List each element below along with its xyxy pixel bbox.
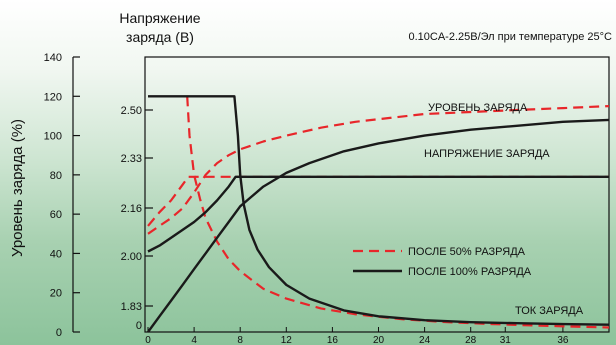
annotation-charge-voltage: НАПРЯЖЕНИЕ ЗАРЯДА (424, 148, 550, 160)
series-line-dashed-charge-current (186, 96, 610, 329)
chart-title: 0.10CA-2.25В/Эл при температуре 25°C (408, 31, 612, 43)
legend-label-solid: ПОСЛЕ 100% РАЗРЯДА (408, 266, 532, 278)
x-tick-label: 4 (191, 335, 197, 345)
series-line-solid-charge-level (147, 118, 610, 333)
left-tick-label: 140 (44, 52, 62, 64)
annotation-charge-level: УРОВЕНЬ ЗАРЯДА (428, 102, 528, 114)
x-tick-label: 16 (327, 335, 339, 345)
left-tick-label: 40 (50, 248, 62, 260)
legend: ПОСЛЕ 50% РАЗРЯДА ПОСЛЕ 100% РАЗРЯДА (353, 246, 532, 278)
x-tick-label: 12 (281, 335, 293, 345)
x-tick-label: 28 (465, 335, 477, 345)
right-tick-label: 2.00 (121, 251, 142, 263)
left-axis-title: Уровень заряда (%) (9, 119, 26, 257)
right-tick-label: 1.83 (121, 301, 142, 313)
series-line-solid-charge-voltage (147, 175, 609, 253)
right-axis-title-line-1: Напряжение (119, 10, 200, 26)
left-tick-label: 80 (50, 170, 62, 182)
left-tick-label: 0 (56, 327, 62, 339)
x-tick-label: 0 (145, 335, 151, 345)
x-tick-label: 31 (500, 335, 512, 345)
right-axis-title-line-2: заряда (В) (126, 29, 194, 45)
x-axis-ticks: 0 4 8 12 16 20 24 28 31 36 (145, 327, 569, 345)
plot-frame (144, 56, 610, 333)
series-line-dashed-charge-level (147, 105, 610, 235)
x-tick-label: 36 (557, 335, 569, 345)
left-tick-label: 120 (44, 91, 62, 103)
annotation-charge-current: ТОК ЗАРЯДА (515, 305, 584, 317)
right-tick-label: 2.50 (121, 105, 142, 117)
x-tick-label: 20 (373, 335, 385, 345)
legend-label-dashed: ПОСЛЕ 50% РАЗРЯДА (408, 246, 526, 258)
series-line-solid-charge-current (148, 95, 610, 326)
right-tick-label: 2.33 (121, 153, 142, 165)
right-axis-ticks: 0 1.83 2.00 2.16 2.33 2.50 (121, 105, 153, 332)
x-tick-label: 24 (419, 335, 431, 345)
right-tick-label: 0 (136, 320, 142, 332)
left-axis-ticks: 0 20 40 60 80 100 120 140 (44, 52, 80, 339)
left-tick-label: 60 (50, 209, 62, 221)
left-tick-label: 20 (50, 288, 62, 300)
series-layer (147, 95, 610, 333)
x-tick-label: 8 (237, 335, 243, 345)
left-tick-label: 100 (44, 131, 62, 143)
right-tick-label: 2.16 (121, 203, 142, 215)
